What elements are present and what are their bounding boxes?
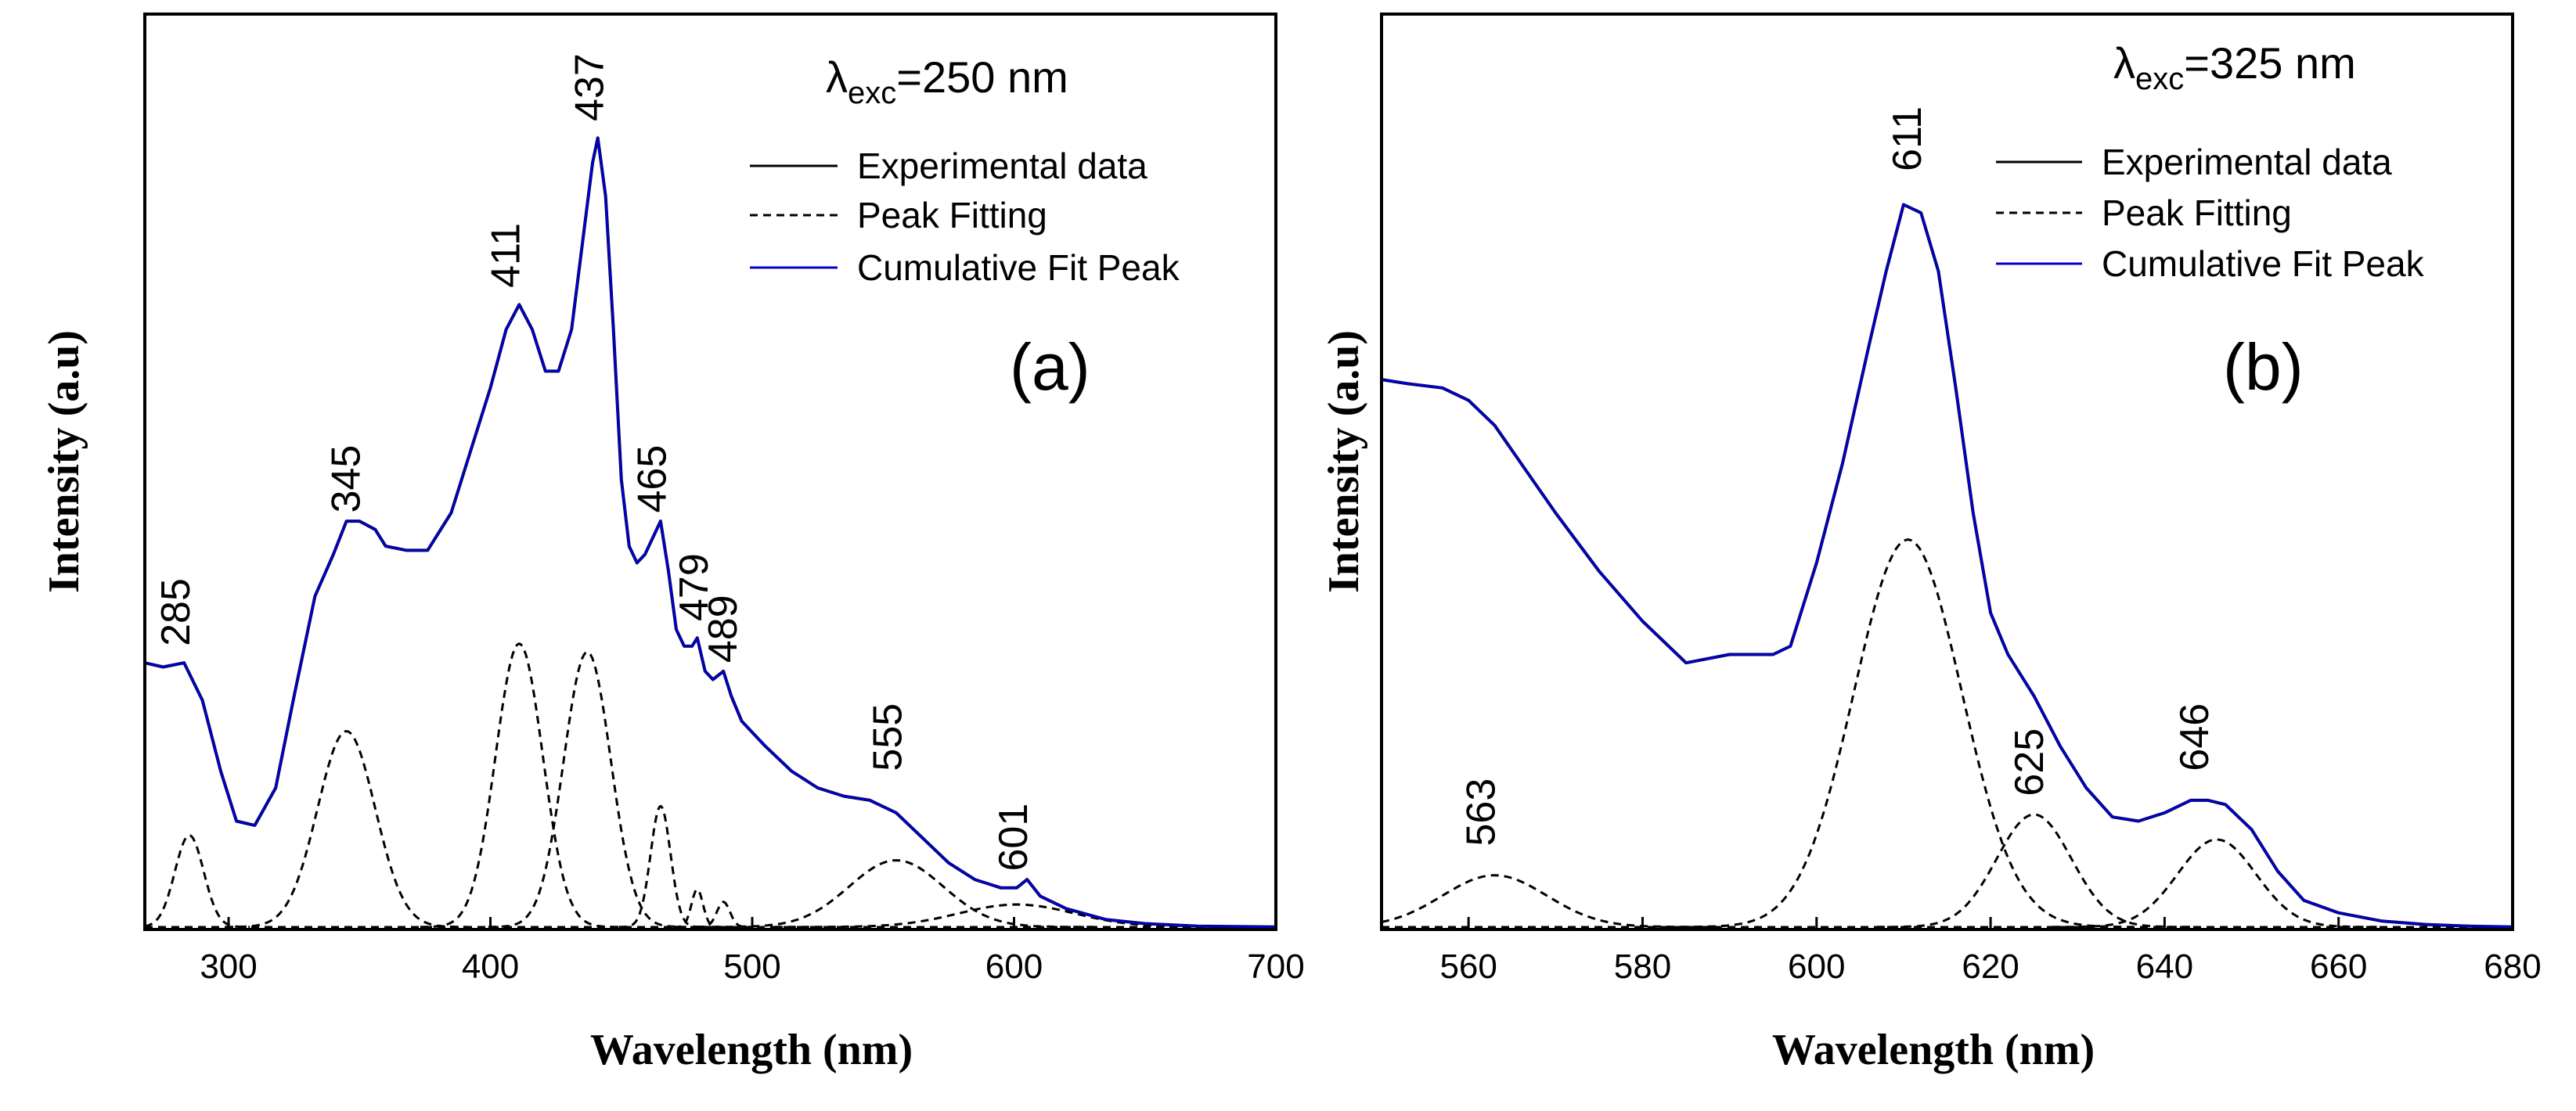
legend-cumulative-a: Cumulative Fit Peak bbox=[857, 247, 1180, 288]
peak-fit-a-465 bbox=[618, 804, 703, 929]
legend-cumulative-b: Cumulative Fit Peak bbox=[2102, 243, 2425, 284]
peak-fit-a-437 bbox=[488, 650, 686, 929]
peak-label-b-611: 611 bbox=[1885, 106, 1930, 171]
peak-label-a-345: 345 bbox=[323, 445, 369, 513]
peak-label-a-601: 601 bbox=[991, 804, 1036, 872]
legend-experimental-a: Experimental data bbox=[857, 146, 1147, 186]
excitation-label-b: λexc=325 nm bbox=[2113, 38, 2356, 96]
plot-frame-a bbox=[143, 13, 1277, 931]
x-tick-label-b-600: 600 bbox=[1788, 947, 1845, 986]
peak-label-a-465: 465 bbox=[630, 445, 676, 513]
x-tick-label-b-580: 580 bbox=[1614, 947, 1671, 986]
legend-b: Experimental data Peak Fitting Cumulativ… bbox=[1996, 142, 2425, 284]
peak-label-b-563: 563 bbox=[1459, 778, 1504, 847]
x-tick-label-b-640: 640 bbox=[2136, 947, 2193, 986]
legend-a: Experimental data Peak Fitting Cumulativ… bbox=[750, 146, 1180, 288]
x-tick-label-a-300: 300 bbox=[200, 947, 257, 986]
peak-label-a-555: 555 bbox=[866, 703, 911, 771]
x-tick-label-a-500: 500 bbox=[723, 947, 780, 986]
peak-fit-a-345 bbox=[225, 729, 468, 929]
peak-label-b-625: 625 bbox=[2007, 728, 2052, 796]
panel-tag-a: (a) bbox=[1010, 330, 1090, 404]
legend-peakfit-b: Peak Fitting bbox=[2102, 192, 2292, 233]
x-tick-label-a-400: 400 bbox=[462, 947, 519, 986]
y-axis-title-a: Intensity (a.u) bbox=[40, 330, 88, 593]
peak-label-a-489: 489 bbox=[701, 595, 746, 663]
experimental-curve-b bbox=[1381, 203, 2513, 929]
x-tick-label-b-560: 560 bbox=[1439, 947, 1497, 986]
peak-label-b-646: 646 bbox=[2172, 703, 2218, 771]
x-tick-label-b-620: 620 bbox=[1962, 947, 2019, 986]
peak-label-a-285: 285 bbox=[153, 578, 199, 646]
cumulative-fit-curve-b bbox=[1381, 203, 2513, 929]
x-tick-label-a-700: 700 bbox=[1247, 947, 1304, 986]
panel-a: Intensity (a.u) Wavelength (nm) λexc=250… bbox=[40, 13, 1305, 1074]
panel-b: Intensity (a.u) Wavelength (nm) λexc=325… bbox=[1320, 13, 2542, 1074]
plot-frame-b bbox=[1380, 13, 2514, 931]
panel-tag-b: (b) bbox=[2223, 330, 2304, 404]
peak-fit-b-610.5 bbox=[1681, 538, 2135, 929]
peak-label-a-479: 479 bbox=[672, 553, 717, 621]
x-tick-label-a-600: 600 bbox=[985, 947, 1043, 986]
peak-fit-a-411 bbox=[420, 642, 618, 929]
excitation-label-a: λexc=250 nm bbox=[826, 52, 1068, 110]
plot-marks-a bbox=[144, 136, 1277, 929]
peak-fit-a-285 bbox=[144, 834, 250, 929]
peak-fit-a-601 bbox=[774, 903, 1259, 929]
peak-fit-a-555 bbox=[698, 859, 1094, 929]
x-axis-title-a: Wavelength (nm) bbox=[590, 1026, 913, 1074]
plot-marks-b bbox=[1381, 203, 2513, 929]
peak-fit-b-563 bbox=[1381, 874, 1714, 929]
peak-label-a-437: 437 bbox=[567, 53, 612, 121]
x-tick-label-b-680: 680 bbox=[2484, 947, 2541, 986]
peak-label-a-411: 411 bbox=[483, 223, 528, 288]
x-axis-title-b: Wavelength (nm) bbox=[1772, 1026, 2095, 1074]
x-tick-label-b-660: 660 bbox=[2310, 947, 2367, 986]
legend-experimental-b: Experimental data bbox=[2102, 142, 2392, 182]
legend-peakfit-a: Peak Fitting bbox=[857, 195, 1047, 236]
peak-fit-b-646 bbox=[2052, 838, 2382, 929]
cumulative-fit-curve-a bbox=[144, 136, 1277, 929]
y-axis-title-b: Intensity (a.u) bbox=[1320, 330, 1368, 593]
